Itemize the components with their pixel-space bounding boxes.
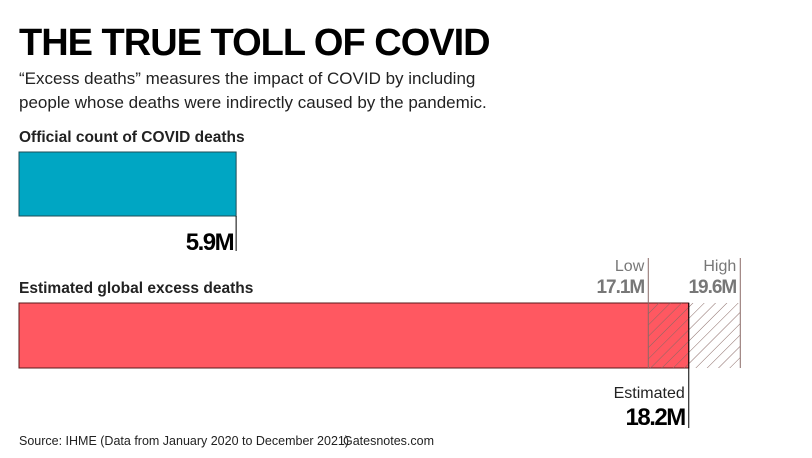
chart-title: THE TRUE TOLL OF COVID: [19, 22, 490, 64]
estimated-value-label: 18.2M: [626, 404, 686, 431]
excess-bar-hatch-overlap: [648, 303, 689, 368]
official-bar: [18, 151, 237, 217]
credit: Gatesnotes.com: [343, 434, 434, 448]
excess-bar: [18, 302, 690, 369]
estimated-caption: Estimated: [614, 385, 685, 402]
subtitle-line-2: people whose deaths were indirectly caus…: [19, 93, 487, 112]
official-value-label: 5.9M: [186, 229, 234, 256]
low-value-label: 17.1M: [596, 277, 644, 298]
low-caption: Low: [615, 258, 645, 275]
high-caption: High: [703, 258, 736, 275]
excess-label: Estimated global excess deaths: [19, 280, 253, 297]
subtitle-line-1: “Excess deaths” measures the impact of C…: [19, 69, 475, 88]
high-value-label: 19.6M: [688, 277, 736, 298]
source-note: Source: IHME (Data from January 2020 to …: [19, 434, 349, 448]
official-label: Official count of COVID deaths: [19, 129, 245, 146]
